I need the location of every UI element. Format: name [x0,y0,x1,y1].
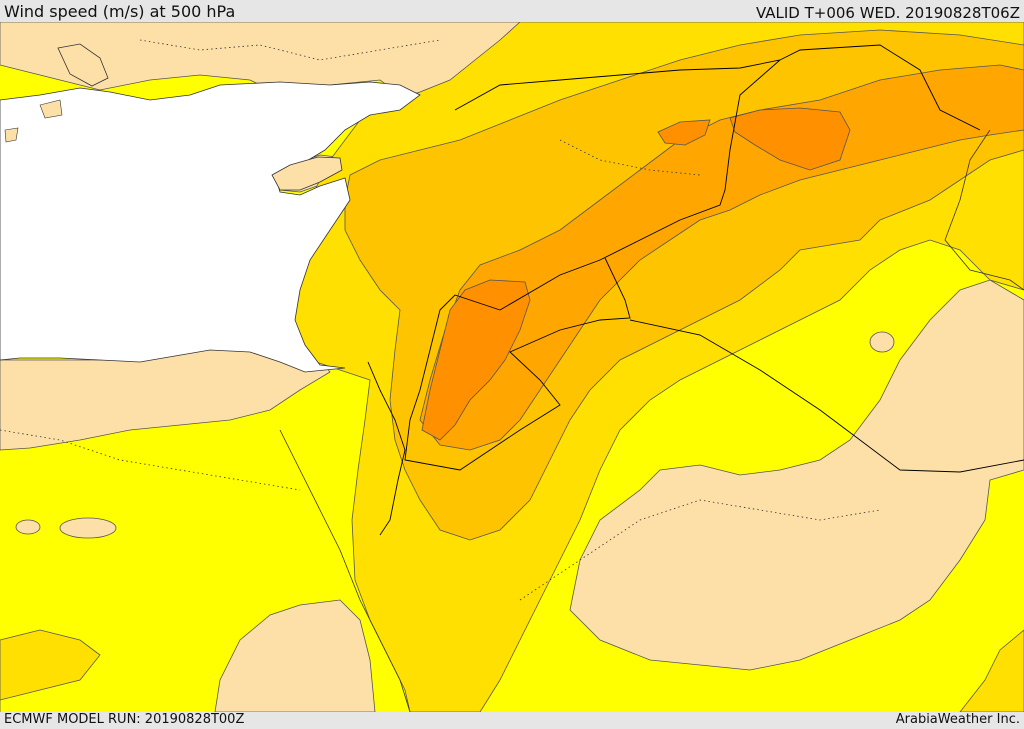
valid-time: VALID T+006 WED. 20190828T06Z [755,4,1020,22]
border-egypt-israel [367,361,406,536]
low-wind-small-1 [59,517,117,539]
internal-border-dotted-1 [0,429,301,491]
map-area [0,22,1024,712]
wind-speed-map [0,22,1024,712]
map-title: Wind speed (m/s) at 500 hPa [4,2,236,21]
credit-label: ArabiaWeather Inc. [895,712,1020,727]
wind-core-syria [657,119,711,146]
model-run-label: ECMWF MODEL RUN: 20190828T00Z [4,712,245,727]
low-wind-small-2 [15,519,41,535]
wind-band-orange [419,64,1024,451]
border-turkey-syria [454,44,981,131]
red-sea [279,429,411,712]
wind-core-iraq [729,107,851,171]
mediterranean-sea [0,81,421,373]
cyprus-island [271,156,343,191]
island-small-b [4,127,19,143]
aegean-islands [57,43,109,87]
wind-band-gold-se [959,629,1024,712]
border-iraq-saudi [629,319,1024,473]
header-bar: Wind speed (m/s) at 500 hPa VALID T+006 … [0,0,1024,22]
internal-border-dotted-2 [519,499,881,601]
border-jordan-saudi [404,257,631,471]
internal-border-dotted-4 [139,39,441,61]
low-wind-south-blob [214,599,376,712]
persian-gulf-coast [944,129,1024,291]
island-small-a [39,99,63,119]
border-syria-iraq [499,59,781,311]
low-wind-small-3 [869,331,895,353]
footer-bar: ECMWF MODEL RUN: 20190828T00Z ArabiaWeat… [0,712,1024,729]
wind-core-jordan [421,279,531,441]
low-wind-arabia [569,279,1024,671]
wind-band-gold-south [0,629,101,712]
